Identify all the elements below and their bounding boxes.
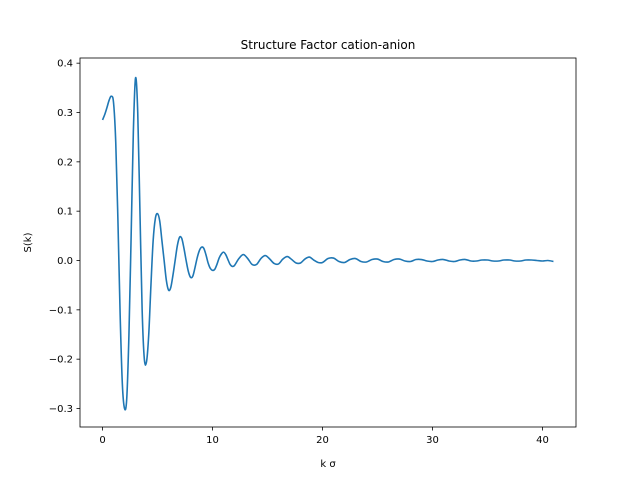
x-tick-label: 0 [99,435,105,446]
y-tick-label: 0.0 [57,256,73,267]
y-tick-label: −0.3 [49,404,73,415]
x-tick-label: 20 [316,435,329,446]
plot-area [80,58,576,427]
plot-frame [79,57,577,428]
y-tick-label: 0.2 [57,157,73,168]
y-tick-label: 0.3 [57,108,73,119]
x-axis: 0 10 20 30 40 [99,427,549,446]
y-tick-label: −0.1 [49,305,73,316]
x-tick-label: 30 [426,435,439,446]
y-axis: −0.3 −0.2 −0.1 0.0 0.1 0.2 0.3 0.4 [49,59,80,415]
y-tick-label: −0.2 [49,355,73,366]
y-axis-label: S(k) [23,232,34,252]
x-tick-label: 10 [206,435,219,446]
y-tick-label: 0.4 [57,59,73,70]
series-line [101,76,554,411]
x-tick-label: 40 [536,435,549,446]
x-axis-label: k σ [320,459,336,470]
y-tick-label: 0.1 [57,207,73,218]
series-layer [101,76,554,411]
chart-title: Structure Factor cation-anion [241,38,416,52]
